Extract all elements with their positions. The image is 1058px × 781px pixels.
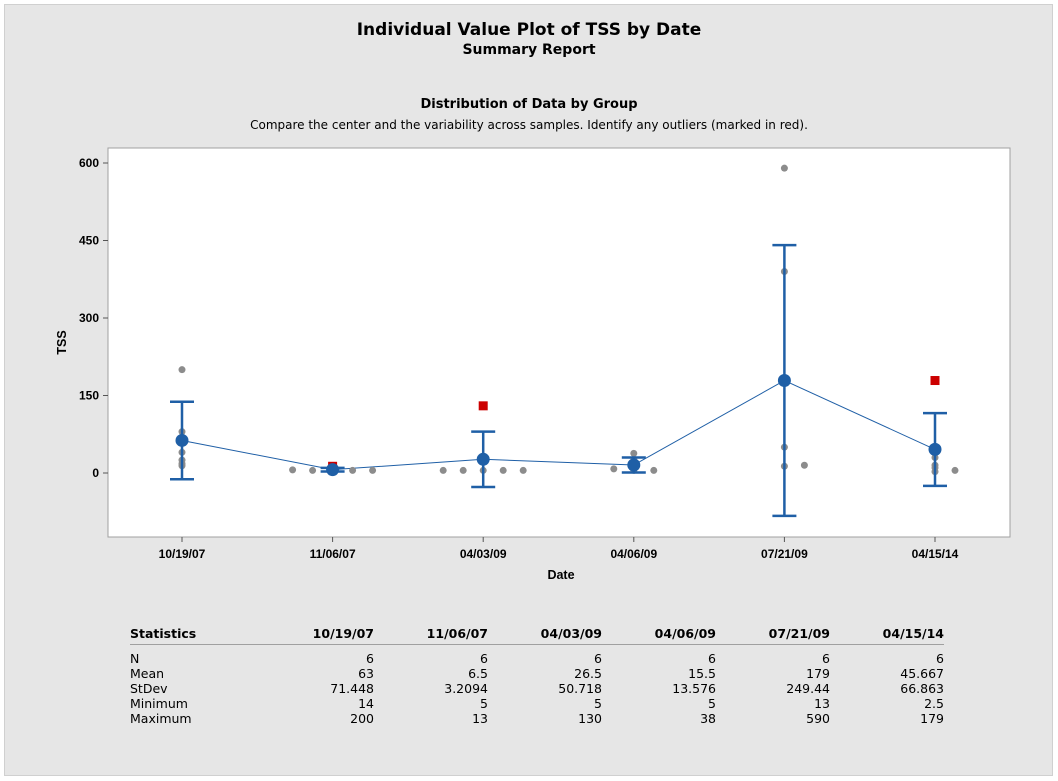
statistic-value: 38 — [700, 711, 716, 726]
statistic-value: 6 — [936, 651, 944, 666]
statistic-value: 50.718 — [558, 681, 602, 696]
statistic-value: 6.5 — [468, 666, 488, 681]
statistics-header-row: Statistics 10/19/07 11/06/07 04/03/09 04/06/… — [130, 622, 944, 645]
data-point — [499, 466, 507, 474]
statistic-value: 14 — [358, 696, 374, 711]
section-subtitle: Compare the center and the variability a… — [250, 118, 808, 132]
statistic-value: 13 — [472, 711, 488, 726]
data-point — [951, 466, 959, 474]
data-point — [178, 366, 186, 374]
statistic-value: 5 — [594, 696, 602, 711]
statistic-value: 6 — [708, 651, 716, 666]
y-axis-label: TSS — [55, 330, 69, 354]
statistic-name: StDev — [130, 681, 168, 696]
statistics-row: Maximum 200 13 130 38 590 179 — [130, 711, 944, 726]
statistic-value: 15.5 — [688, 666, 716, 681]
statistic-value: 2.5 — [924, 696, 944, 711]
statistics-header-date: 11/06/07 — [374, 622, 488, 645]
statistic-value: 63 — [358, 666, 374, 681]
y-tick-label: 0 — [92, 466, 99, 480]
statistic-value: 130 — [578, 711, 602, 726]
statistic-value: 6 — [594, 651, 602, 666]
data-point — [349, 466, 357, 474]
statistic-value: 6 — [480, 651, 488, 666]
data-point — [369, 466, 377, 474]
mean-connect-line — [181, 379, 936, 471]
statistic-value: 590 — [806, 711, 830, 726]
mean-marker — [777, 374, 791, 388]
data-point — [650, 466, 658, 474]
statistic-value: 179 — [920, 711, 944, 726]
statistic-value: 26.5 — [574, 666, 602, 681]
x-tick-label: 10/19/07 — [159, 547, 206, 561]
statistic-value: 200 — [350, 711, 374, 726]
mean-marker — [928, 442, 942, 456]
statistic-value: 45.667 — [900, 666, 944, 681]
statistics-header-date: 04/06/09 — [602, 622, 716, 645]
statistic-value: 6 — [366, 651, 374, 666]
data-point — [519, 466, 527, 474]
outlier-point — [478, 401, 488, 411]
outlier-point — [930, 376, 940, 386]
data-point — [459, 466, 467, 474]
statistics-row: StDev 71.448 3.2094 50.718 13.576 249.44 66.86… — [130, 681, 944, 696]
data-point — [610, 465, 618, 473]
statistic-value: 5 — [708, 696, 716, 711]
data-point — [780, 164, 788, 172]
report-title: Individual Value Plot of TSS by Date — [356, 20, 702, 40]
y-tick-label: 450 — [79, 234, 99, 248]
statistic-value: 71.448 — [330, 681, 374, 696]
statistic-value: 3.2094 — [444, 681, 488, 696]
statistic-name: Mean — [130, 666, 165, 681]
statistic-value: 249.44 — [786, 681, 830, 696]
statistics-table: Statistics 10/19/07 11/06/07 04/03/09 04/06/… — [130, 622, 944, 726]
statistics-header-date: 07/21/09 — [716, 622, 830, 645]
mean-marker — [175, 433, 189, 447]
data-point — [439, 466, 447, 474]
x-tick-label: 04/03/09 — [460, 547, 507, 561]
y-tick-label: 150 — [79, 389, 99, 403]
section-title: Distribution of Data by Group — [420, 97, 638, 112]
mean-marker — [476, 452, 490, 466]
statistics-header-label: Statistics — [130, 622, 260, 645]
x-tick-label: 11/06/07 — [310, 547, 356, 561]
statistic-name: Minimum — [130, 696, 188, 711]
statistics-header-date: 10/19/07 — [260, 622, 374, 645]
statistic-value: 6 — [822, 651, 830, 666]
statistics-row: Minimum 14 5 5 5 13 2.5 — [130, 696, 944, 711]
statistic-value: 13.576 — [672, 681, 716, 696]
statistics-row: N 6 6 6 6 6 6 — [130, 645, 944, 667]
y-tick-label: 300 — [79, 311, 99, 325]
x-tick-label: 04/06/09 — [610, 547, 657, 561]
statistic-name: N — [130, 651, 140, 666]
plot-area — [107, 147, 1011, 538]
x-tick-label: 04/15/14 — [912, 547, 959, 561]
y-tick-label: 600 — [79, 156, 99, 170]
statistic-value: 13 — [814, 696, 830, 711]
data-point — [630, 449, 638, 457]
statistics-header-date: 04/15/14 — [830, 622, 944, 645]
data-point — [289, 466, 297, 474]
report-subtitle: Summary Report — [462, 42, 596, 58]
statistic-name: Maximum — [130, 711, 192, 726]
data-point — [309, 466, 317, 474]
data-point — [800, 461, 808, 469]
individual-value-plot: 0 150 300 450 600 10/19/07 11/06/07 04/03/09 04/… — [55, 147, 1011, 582]
statistic-value: 5 — [480, 696, 488, 711]
mean-marker — [627, 458, 641, 472]
statistics-row: Mean 63 6.5 26.5 15.5 179 45.667 — [130, 666, 944, 681]
x-axis-label: Date — [547, 568, 574, 582]
statistic-value: 66.863 — [900, 681, 944, 696]
x-tick-label: 07/21/09 — [761, 547, 808, 561]
mean-marker — [326, 463, 340, 477]
statistics-header-date: 04/03/09 — [488, 622, 602, 645]
statistic-value: 179 — [806, 666, 830, 681]
